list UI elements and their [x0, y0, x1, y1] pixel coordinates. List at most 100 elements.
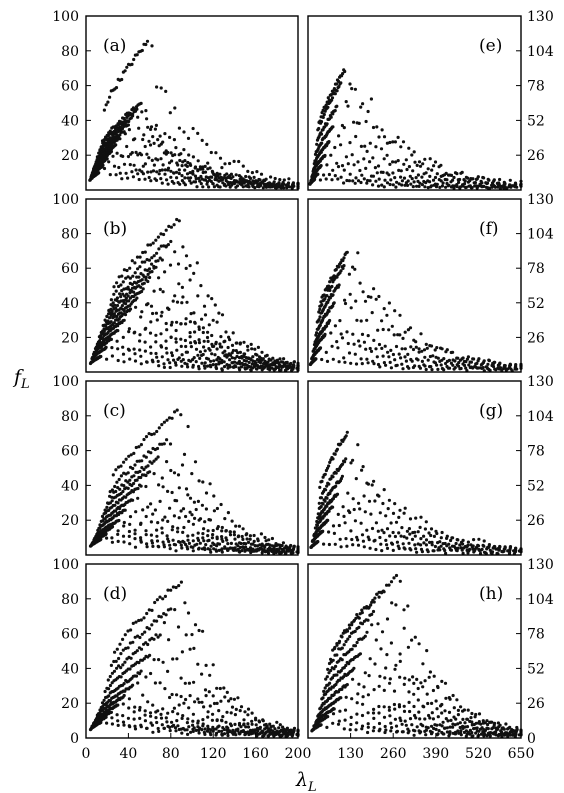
data-point — [468, 184, 472, 188]
data-point — [103, 318, 107, 322]
x-tick-label: 40 — [119, 746, 137, 762]
data-point — [386, 350, 390, 354]
data-point — [466, 355, 470, 359]
data-point — [116, 501, 120, 505]
data-point — [173, 294, 177, 298]
data-point — [200, 317, 204, 321]
data-point — [149, 125, 154, 129]
data-point — [397, 352, 401, 356]
data-point — [379, 170, 383, 174]
y-tick-label: 80 — [61, 592, 79, 608]
data-point — [177, 703, 181, 707]
data-point — [480, 547, 484, 552]
data-point — [155, 528, 159, 532]
data-point — [194, 360, 198, 364]
data-point — [470, 720, 474, 724]
data-point — [465, 717, 469, 721]
data-point — [204, 694, 208, 698]
data-point — [420, 183, 424, 187]
data-point — [344, 537, 348, 541]
y-tick-label: 20 — [61, 148, 79, 164]
data-point — [430, 543, 434, 547]
data-point — [104, 103, 108, 107]
data-point — [165, 328, 169, 332]
data-point — [394, 344, 399, 349]
data-point — [140, 48, 144, 53]
data-point — [461, 542, 465, 546]
data-point — [372, 688, 376, 692]
data-point — [191, 155, 195, 159]
data-point — [486, 362, 490, 366]
data-point — [116, 122, 120, 126]
data-point — [326, 300, 330, 304]
data-point — [151, 241, 155, 245]
data-point — [413, 530, 417, 534]
data-point — [170, 179, 174, 184]
data-point — [433, 182, 437, 186]
data-point — [389, 178, 393, 182]
data-point — [499, 730, 504, 734]
data-point — [183, 601, 187, 605]
data-point — [168, 695, 172, 700]
data-point — [363, 510, 367, 514]
data-point — [242, 340, 246, 344]
data-point — [214, 733, 218, 737]
data-point — [197, 327, 201, 331]
data-point — [127, 534, 131, 539]
data-point — [424, 520, 428, 524]
data-point — [157, 247, 161, 251]
data-point — [201, 629, 205, 633]
data-point — [119, 295, 123, 299]
data-point — [160, 355, 164, 359]
data-point — [115, 281, 119, 285]
data-point — [137, 618, 141, 623]
data-point — [167, 539, 171, 544]
data-point — [220, 166, 224, 170]
data-point — [140, 260, 144, 264]
data-point — [134, 620, 138, 624]
data-point — [147, 627, 151, 631]
data-point — [319, 132, 324, 136]
data-point — [121, 352, 126, 356]
data-point — [480, 181, 484, 185]
data-point — [171, 585, 175, 589]
data-point — [124, 457, 128, 461]
data-point — [366, 109, 370, 114]
data-point — [335, 492, 340, 496]
data-point — [373, 662, 377, 666]
data-point — [148, 275, 152, 280]
data-point — [144, 326, 148, 330]
data-point — [175, 217, 179, 222]
data-point — [146, 272, 150, 276]
data-point — [220, 529, 224, 533]
data-point — [118, 642, 122, 646]
data-point — [503, 364, 507, 368]
data-point — [383, 344, 387, 348]
data-point — [370, 623, 374, 627]
data-point — [158, 681, 162, 685]
data-point — [494, 726, 498, 730]
data-point — [255, 726, 260, 730]
data-point — [113, 303, 117, 307]
data-point — [384, 363, 388, 367]
data-point — [350, 697, 354, 701]
data-point — [343, 708, 348, 712]
data-point — [403, 719, 407, 723]
data-point — [223, 349, 227, 353]
data-point — [116, 723, 120, 728]
data-point — [289, 361, 293, 366]
data-point — [115, 666, 119, 670]
data-point — [352, 342, 356, 346]
data-point — [380, 549, 384, 553]
data-point — [388, 534, 392, 538]
data-point — [353, 181, 357, 185]
y-tick-label: 26 — [527, 513, 545, 529]
data-point — [508, 733, 512, 737]
data-point — [105, 144, 109, 148]
data-point — [160, 181, 164, 185]
data-point — [233, 722, 237, 727]
data-point — [143, 250, 147, 254]
panel-label: (c) — [103, 401, 126, 421]
data-point — [188, 278, 192, 282]
